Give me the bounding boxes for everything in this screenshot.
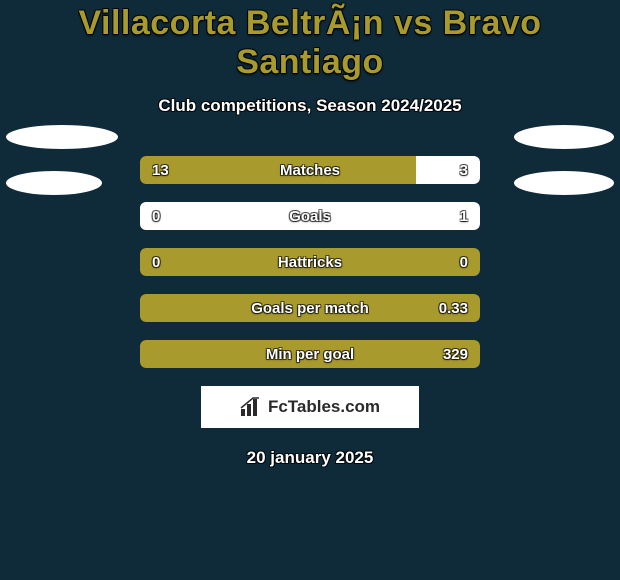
comparison-infographic: Villacorta BeltrÃ¡n vs Bravo Santiago Cl…: [0, 0, 620, 580]
stat-row: 0Hattricks0: [140, 248, 480, 276]
stats-bars: 13Matches3 0Goals1 0Hattricks0 Goals per ma…: [140, 156, 480, 368]
stat-row: Goals per match0.33: [140, 294, 480, 322]
stat-row: Min per goal329: [140, 340, 480, 368]
attribution-badge: FcTables.com: [201, 386, 419, 428]
date-label: 20 january 2025: [0, 448, 620, 468]
side-oval: [6, 125, 118, 149]
stat-row: 13Matches3: [140, 156, 480, 184]
side-oval: [514, 171, 614, 195]
subtitle: Club competitions, Season 2024/2025: [0, 96, 620, 116]
attribution-text: FcTables.com: [268, 397, 380, 417]
stat-row: 0Goals1: [140, 202, 480, 230]
chart-bars-icon: [240, 397, 262, 417]
page-title: Villacorta BeltrÃ¡n vs Bravo Santiago: [0, 4, 620, 82]
side-oval: [6, 171, 102, 195]
side-oval: [514, 125, 614, 149]
